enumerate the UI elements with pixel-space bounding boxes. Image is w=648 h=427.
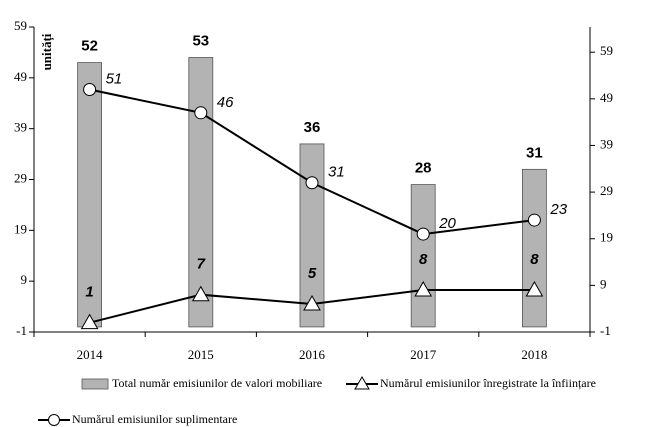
line-value-label: 5 [308, 265, 317, 282]
legend-marker [354, 376, 370, 390]
circle-marker [194, 106, 208, 120]
legend-label: Numărul emisiunilor înregistrate la înfi… [380, 376, 596, 390]
y-tick-label: 39 [14, 120, 27, 135]
line-value-label: 46 [217, 94, 234, 111]
line-value-label: 7 [197, 256, 206, 273]
y-tick-label: 29 [14, 170, 27, 185]
bar-value-label: 53 [192, 32, 209, 49]
y-tick-label: -1 [16, 323, 27, 338]
x-tick-label: 2017 [410, 347, 437, 362]
y2-tick-label: 9 [600, 276, 607, 291]
x-tick-label: 2016 [299, 347, 326, 362]
y-tick-label: 59 [14, 18, 27, 33]
triangle-marker [414, 281, 433, 297]
y-tick-label: 19 [14, 221, 27, 236]
circle-marker [527, 213, 541, 227]
triangle-marker [525, 281, 544, 297]
line-value-label: 8 [419, 251, 428, 268]
line-value-label: 1 [85, 284, 93, 301]
legend-swatch [81, 378, 109, 390]
bar-value-label: 36 [304, 119, 321, 136]
y2-tick-label: 29 [600, 183, 613, 198]
bar-value-label: 28 [415, 160, 432, 177]
line-value-label: 31 [328, 164, 345, 181]
circle-marker [416, 227, 430, 241]
bar [522, 168, 547, 328]
legend-label: Total număr emisiunilor de valori mobili… [112, 376, 322, 390]
line-value-label: 8 [530, 251, 539, 268]
triangle-marker [191, 285, 210, 302]
circle-marker [305, 176, 319, 190]
triangle-marker [80, 313, 99, 330]
y2-tick-label: 19 [600, 230, 613, 245]
x-tick-label: 2018 [521, 347, 547, 362]
legend-label: Numărul emisiunilor suplimentare [72, 412, 237, 426]
triangle-marker [303, 295, 321, 311]
y-axis-label: unități [39, 33, 55, 70]
y-tick-label: 49 [14, 69, 27, 84]
x-tick-label: 2014 [77, 347, 104, 362]
x-tick-label: 2015 [188, 347, 214, 362]
y2-tick-label: 49 [600, 90, 613, 105]
y2-tick-label: -1 [600, 323, 611, 338]
line-value-label: 23 [549, 201, 567, 218]
bar [410, 184, 436, 328]
y2-tick-label: 59 [600, 43, 613, 58]
bar [77, 62, 102, 328]
y2-tick-label: 39 [600, 136, 613, 151]
line-value-label: 51 [106, 70, 123, 87]
y-tick-label: 9 [21, 272, 28, 287]
bar-value-label: 52 [81, 38, 98, 55]
bar-value-label: 31 [526, 144, 543, 161]
circle-marker [83, 82, 97, 96]
bar [188, 57, 214, 328]
line-value-label: 20 [438, 215, 456, 232]
legend-marker [48, 414, 60, 426]
